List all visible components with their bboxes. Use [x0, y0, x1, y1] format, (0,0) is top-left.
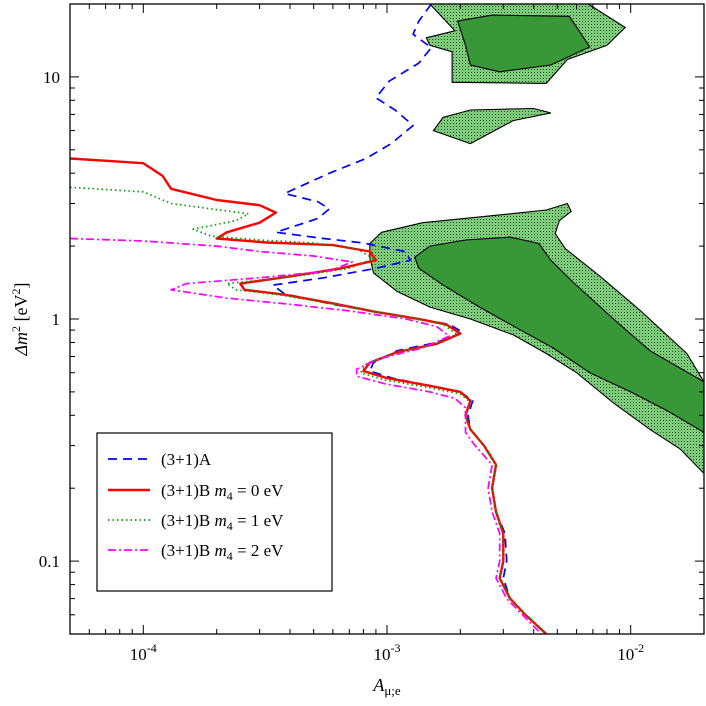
- legend-label-4: (3+1)B m4 = 2 eV: [161, 541, 284, 563]
- legend-box: [96, 432, 333, 592]
- x-tick-label: 10-3: [374, 641, 401, 664]
- y-axis-label: Δm2 [eV2]: [9, 282, 31, 356]
- legend-label-1: (3+1)A: [161, 450, 212, 469]
- tick-labels: 10-4 10-3 10-2 0.1 1 10: [39, 68, 644, 664]
- allowed-region-2: [456, 14, 591, 73]
- legend-label-2: (3+1)B m4 = 0 eV: [161, 481, 284, 503]
- y-tick-label: 0.1: [39, 552, 60, 571]
- y-tick-label: 10: [43, 68, 60, 87]
- legend-label-3: (3+1)B m4 = 1 eV: [161, 511, 284, 533]
- allowed-region-3: [432, 107, 551, 145]
- series-line-4: [70, 237, 542, 634]
- series-lines: [70, 4, 548, 634]
- allowed-region-5: [414, 236, 704, 434]
- y-tick-label: 1: [52, 310, 61, 329]
- axis-ticks: [69, 3, 705, 635]
- x-tick-label: 10-2: [617, 641, 644, 664]
- x-tick-label: 10-4: [130, 641, 157, 664]
- x-axis-label: Aμ;e: [372, 675, 401, 698]
- allowed-regions: [369, 4, 704, 475]
- legend: (3+1)A (3+1)B m4 = 0 eV (3+1)B m4 = 1 eV (3…: [96, 432, 333, 592]
